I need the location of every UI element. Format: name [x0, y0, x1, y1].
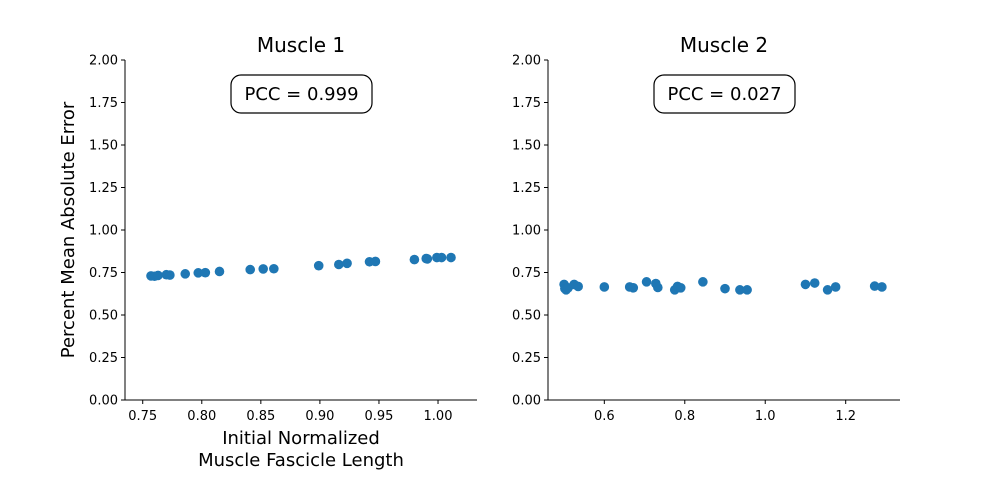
muscle-1-y-tick-label: 1.50 — [89, 139, 118, 154]
muscle-2-data-point — [599, 282, 610, 292]
muscle-1-y-tick-label: 0.75 — [89, 266, 118, 281]
muscle-1-y-tick-label: 1.75 — [89, 96, 118, 111]
muscle-1-pcc-box — [230, 74, 373, 114]
muscle-1-data-point — [269, 263, 279, 274]
muscle-1-title: Muscle 1 — [257, 33, 345, 57]
muscle-1-x-axis-label-line-1: Initial Normalized — [222, 428, 380, 449]
muscle-2-y-tick-label: 0.75 — [512, 266, 541, 281]
muscle-1-data-point — [180, 269, 191, 279]
muscle-2-data-point — [628, 283, 639, 293]
muscle-1-y-tick-label: 1.00 — [89, 224, 118, 239]
muscle-2-pcc-box — [653, 74, 796, 114]
muscle-2-pcc-text: PCC = 0.027 — [667, 84, 781, 105]
muscle-1-points — [146, 252, 456, 282]
muscle-1-panel: Muscle 1 PCC = 0.999 0.00 0.25 0.50 0.75 1.0… — [89, 33, 477, 471]
muscle-2-x-tick-label: 1.2 — [835, 409, 856, 424]
muscle-2-x-tick-label: 0.8 — [674, 409, 695, 424]
muscle-1-data-point — [446, 252, 456, 263]
muscle-2-data-point — [573, 281, 583, 292]
muscle-2-ticks: 0.00 0.25 0.50 0.75 1.00 1.25 1.50 1.75 2.00 0.6 0… — [512, 54, 856, 425]
muscle-2-y-tick-label: 0.25 — [512, 351, 541, 366]
muscle-1-y-tick-label: 0.50 — [89, 309, 118, 324]
muscle-1-x-tick-label: 0.75 — [128, 409, 157, 424]
muscle-2-y-tick-label: 1.25 — [512, 181, 541, 196]
muscle-2-data-point — [742, 285, 752, 295]
muscle-1-y-tick-label: 1.25 — [89, 181, 118, 196]
muscle-2-data-point — [641, 277, 652, 287]
muscle-2-y-tick-label: 1.75 — [512, 96, 541, 111]
muscle-2-y-tick-label: 2.00 — [512, 54, 541, 69]
muscle-1-data-point — [258, 264, 269, 274]
muscle-2-data-point — [698, 277, 708, 287]
muscle-2-points — [559, 277, 887, 295]
muscle-2-data-point — [830, 282, 841, 292]
y-axis-label: Percent Mean Absolute Error — [58, 101, 79, 358]
muscle-1-x-tick-label: 0.95 — [364, 409, 393, 424]
muscle-1-x-tick-label: 1.00 — [424, 409, 453, 424]
muscle-1-x-axis-label-line-2: Muscle Fascicle Length — [198, 450, 404, 471]
muscle-1-data-point — [165, 270, 175, 280]
muscle-1-data-point — [200, 267, 211, 278]
muscle-1-data-point — [193, 268, 204, 278]
muscle-1-data-point — [153, 270, 163, 281]
muscle-1-x-tick-label: 0.90 — [305, 409, 334, 424]
muscle-2-y-tick-label: 1.00 — [512, 224, 541, 239]
muscle-1-data-point — [342, 258, 352, 269]
muscle-1-x-tick-label: 0.80 — [187, 409, 216, 424]
muscle-1-y-tick-label: 2.00 — [89, 54, 118, 69]
muscle-2-panel: Muscle 2 PCC = 0.027 0.00 0.25 0.50 0.75 1.0… — [512, 33, 900, 424]
muscle-2-data-point — [877, 282, 887, 292]
muscle-1-data-point — [436, 252, 447, 263]
muscle-1-data-point — [214, 266, 225, 277]
muscle-2-data-point — [809, 278, 820, 288]
muscle-2-y-tick-label: 0.00 — [512, 394, 541, 409]
muscle-2-data-point — [800, 279, 811, 290]
muscle-1-data-point — [409, 254, 420, 265]
muscle-2-data-point — [735, 285, 745, 295]
muscle-2-data-point — [822, 285, 833, 295]
muscle-2-data-point — [720, 283, 730, 294]
muscle-2-pcc-annotation: PCC = 0.027 — [653, 74, 796, 114]
muscle-2-data-point — [869, 281, 880, 291]
muscle-1-x-tick-label: 0.85 — [246, 409, 275, 424]
muscle-2-y-tick-label: 0.50 — [512, 309, 541, 324]
muscle-1-y-tick-label: 0.25 — [89, 351, 118, 366]
muscle-1-data-point — [245, 264, 256, 275]
muscle-1-pcc-text: PCC = 0.999 — [244, 84, 358, 105]
muscle-1-data-point — [333, 259, 344, 270]
muscle-2-data-point — [675, 283, 686, 293]
muscle-1-ticks: 0.00 0.25 0.50 0.75 1.00 1.25 1.50 1.75 2.00 0.75… — [89, 54, 452, 425]
muscle-1-data-point — [370, 256, 381, 267]
muscle-2-y-tick-label: 1.50 — [512, 139, 541, 154]
muscle-1-pcc-annotation: PCC = 0.999 — [230, 74, 373, 114]
muscle-2-data-point — [653, 282, 663, 293]
muscle-2-x-tick-label: 1.0 — [755, 409, 776, 424]
muscle-1-y-tick-label: 0.00 — [89, 394, 118, 409]
muscle-2-title: Muscle 2 — [680, 33, 768, 57]
muscle-1-data-point — [313, 260, 324, 271]
muscle-2-x-tick-label: 0.6 — [594, 409, 615, 424]
muscle-1-data-point — [422, 254, 433, 264]
